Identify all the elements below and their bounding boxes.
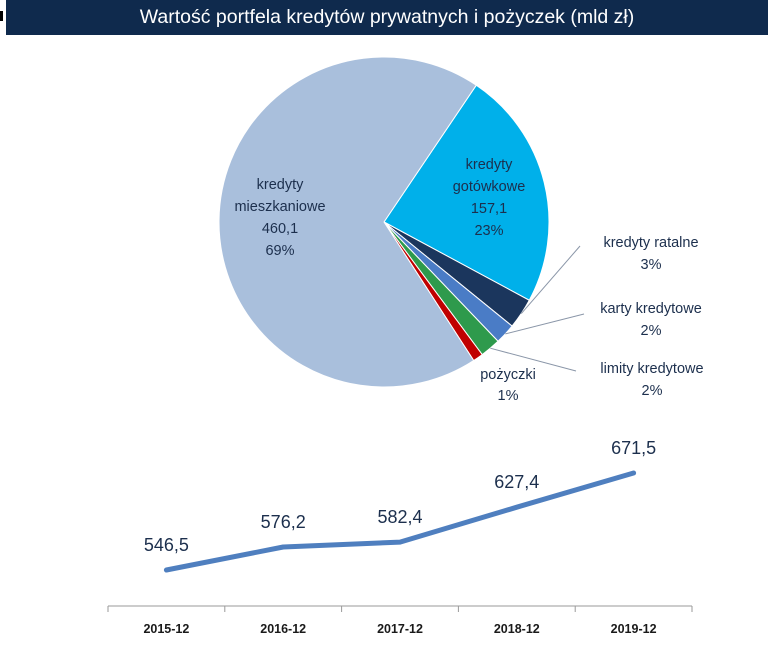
- x-tick-label-2016-12: 2016-12: [260, 622, 306, 636]
- pie-slice-kredyty-gotowkowe: [383, 84, 550, 301]
- pie-label-karty-kredytowe-1: 2%: [641, 323, 662, 339]
- chart-title: Wartość portfela kredytów prywatnych i p…: [139, 6, 635, 28]
- pie-chart: kredyty mieszkaniowe 460,1 69% kredyty gotówk…: [218, 56, 704, 404]
- pie-label-pozyczki-1: 1%: [498, 388, 519, 404]
- chart-title-bar: Wartość portfela kredytów prywatnych i p…: [6, 0, 768, 35]
- x-tick-label-2017-12: 2017-12: [377, 622, 423, 636]
- pie-label-kredyty-gotowkowe-3: 23%: [474, 223, 503, 239]
- pie-label-kredyty-gotowkowe-0: kredyty: [466, 157, 513, 173]
- leader-line-karty-kredytowe: [505, 313, 585, 335]
- x-tick-label-2015-12: 2015-12: [143, 622, 189, 636]
- pie-slice-kredyty-mieszkaniowe: [218, 56, 477, 388]
- pie-label-limity-kredytowe-1: 2%: [642, 383, 663, 399]
- leader-line-limity-kredytowe: [490, 347, 577, 372]
- line-chart: 2015-12 2016-12 2017-12 2018-12 2019-12 546,5…: [107, 438, 693, 636]
- data-label-2017-12: 582,4: [377, 507, 422, 527]
- edge-mark: [0, 11, 3, 21]
- pie-label-kredyty-mieszkaniowe-1: mieszkaniowe: [234, 199, 325, 215]
- data-label-2018-12: 627,4: [494, 472, 539, 492]
- x-tick-label-2018-12: 2018-12: [494, 622, 540, 636]
- pie-label-kredyty-gotowkowe-2: 157,1: [471, 201, 507, 217]
- x-tick-label-2019-12: 2019-12: [611, 622, 657, 636]
- pie-label-kredyty-mieszkaniowe-2: 460,1: [262, 221, 298, 237]
- pie-label-kredyty-ratalne-0: kredyty ratalne: [603, 235, 698, 251]
- data-label-2015-12: 546,5: [144, 535, 189, 555]
- pie-label-kredyty-ratalne-1: 3%: [641, 257, 662, 273]
- pie-label-karty-kredytowe-0: karty kredytowe: [600, 301, 702, 317]
- pie-label-kredyty-mieszkaniowe-3: 69%: [265, 243, 294, 259]
- pie-label-pozyczki-0: pożyczki: [480, 367, 536, 383]
- leader-line-kredyty-ratalne: [520, 245, 581, 314]
- data-label-2019-12: 671,5: [611, 438, 656, 458]
- data-label-2016-12: 576,2: [261, 512, 306, 532]
- pie-label-kredyty-mieszkaniowe-0: kredyty: [257, 177, 304, 193]
- pie-label-kredyty-gotowkowe-1: gotówkowe: [453, 179, 526, 195]
- pie-label-limity-kredytowe-0: limity kredytowe: [600, 361, 703, 377]
- series-line: [163, 470, 637, 573]
